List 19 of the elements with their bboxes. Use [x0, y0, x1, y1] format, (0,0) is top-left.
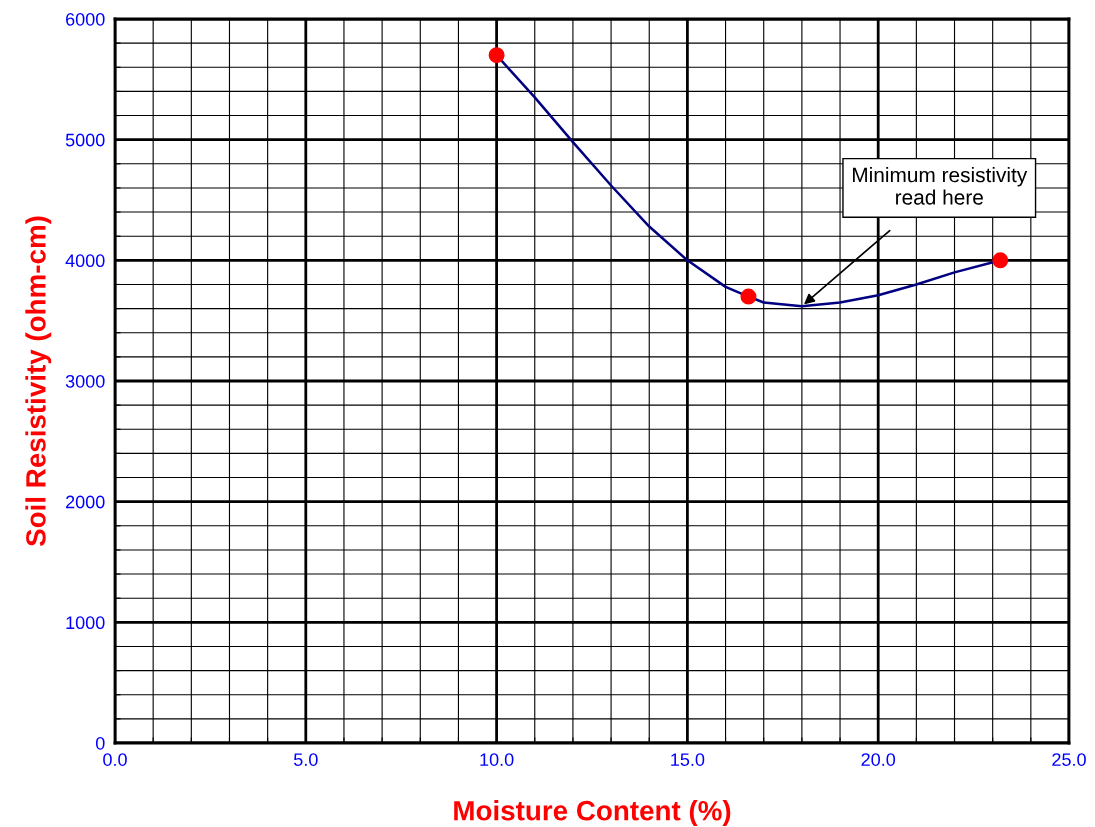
x-tick-label: 0.0 [103, 753, 127, 766]
x-tick-label: 15.0 [671, 753, 705, 766]
y-tick-label: 0 [95, 736, 105, 750]
y-tick-label: 4000 [65, 254, 105, 268]
x-axis-title: Moisture Content (%) [454, 800, 731, 826]
point [488, 47, 505, 64]
y-tick-label: 2000 [66, 495, 105, 509]
point [740, 288, 757, 305]
x-tick-label: 20.0 [861, 753, 896, 766]
y-tick-label: 5000 [65, 133, 105, 147]
point [992, 252, 1009, 269]
annotation: Minimum resistivity read here [853, 167, 1028, 205]
y-tick-label: 1000 [66, 616, 105, 630]
x-tick-label: 10.0 [480, 753, 514, 766]
y-tick-label: 3000 [65, 374, 105, 388]
x-tick-label: 5.0 [293, 753, 318, 766]
y-tick-label: 6000 [66, 12, 105, 26]
y-axis-title: Soil Resistivity (ohm-cm) [25, 216, 52, 547]
x-tick-label: 25.0 [1052, 753, 1086, 766]
